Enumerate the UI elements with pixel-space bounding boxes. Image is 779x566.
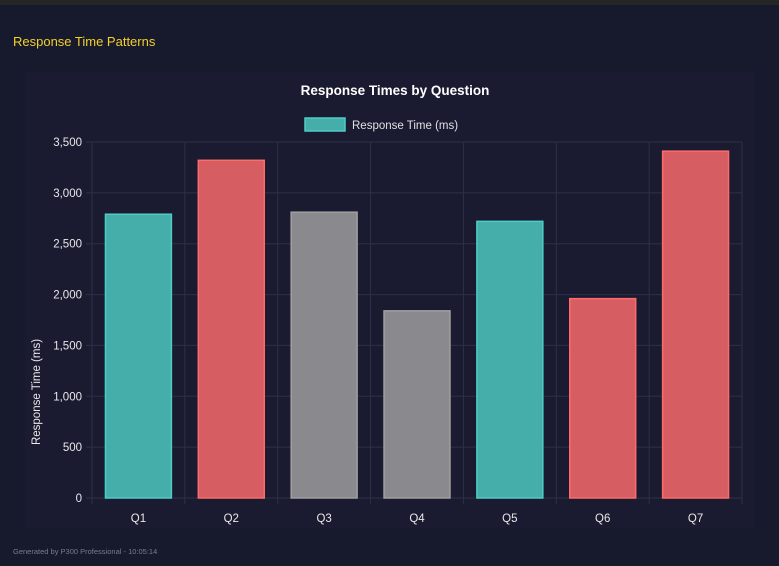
bar-q1 <box>104 213 173 499</box>
y-axis-label: Response Time (ms) <box>31 339 43 445</box>
x-tick-label: Q1 <box>131 513 146 525</box>
bar-q6 <box>569 297 637 499</box>
bar-q2 <box>197 159 265 499</box>
y-tick-label: 1,000 <box>53 391 82 403</box>
y-tick-label: 2,500 <box>53 239 82 251</box>
legend-swatch <box>304 117 346 132</box>
x-tick-label: Q6 <box>595 513 610 525</box>
bar-chart: Response Times by Question Response Time… <box>31 83 743 525</box>
x-tick-label: Q2 <box>224 513 239 525</box>
y-tick-label: 3,500 <box>53 137 82 149</box>
bar-q5 <box>476 220 544 499</box>
x-tick-label: Q3 <box>316 513 331 525</box>
x-tick-label: Q7 <box>688 513 703 525</box>
chart-panel: Response Times by Question Response Time… <box>25 72 755 528</box>
y-tick-label: 1,500 <box>53 340 82 352</box>
x-tick-label: Q5 <box>502 513 517 525</box>
x-tick-label: Q4 <box>409 513 425 525</box>
y-tick-label: 500 <box>63 442 82 454</box>
bar-q3 <box>290 211 358 499</box>
top-bar <box>0 0 779 5</box>
y-tick-label: 0 <box>76 493 82 505</box>
legend-label: Response Time (ms) <box>352 120 458 132</box>
y-tick-label: 3,000 <box>53 188 82 200</box>
footer-text: Generated by P300 Professional - 10:05:1… <box>13 547 158 556</box>
bar-q7 <box>661 150 730 499</box>
y-tick-label: 2,000 <box>53 290 82 302</box>
legend[interactable]: Response Time (ms) <box>304 117 458 132</box>
bar-q4 <box>383 310 451 499</box>
chart-title: Response Times by Question <box>301 83 490 98</box>
section-title: Response Time Patterns <box>13 34 156 49</box>
